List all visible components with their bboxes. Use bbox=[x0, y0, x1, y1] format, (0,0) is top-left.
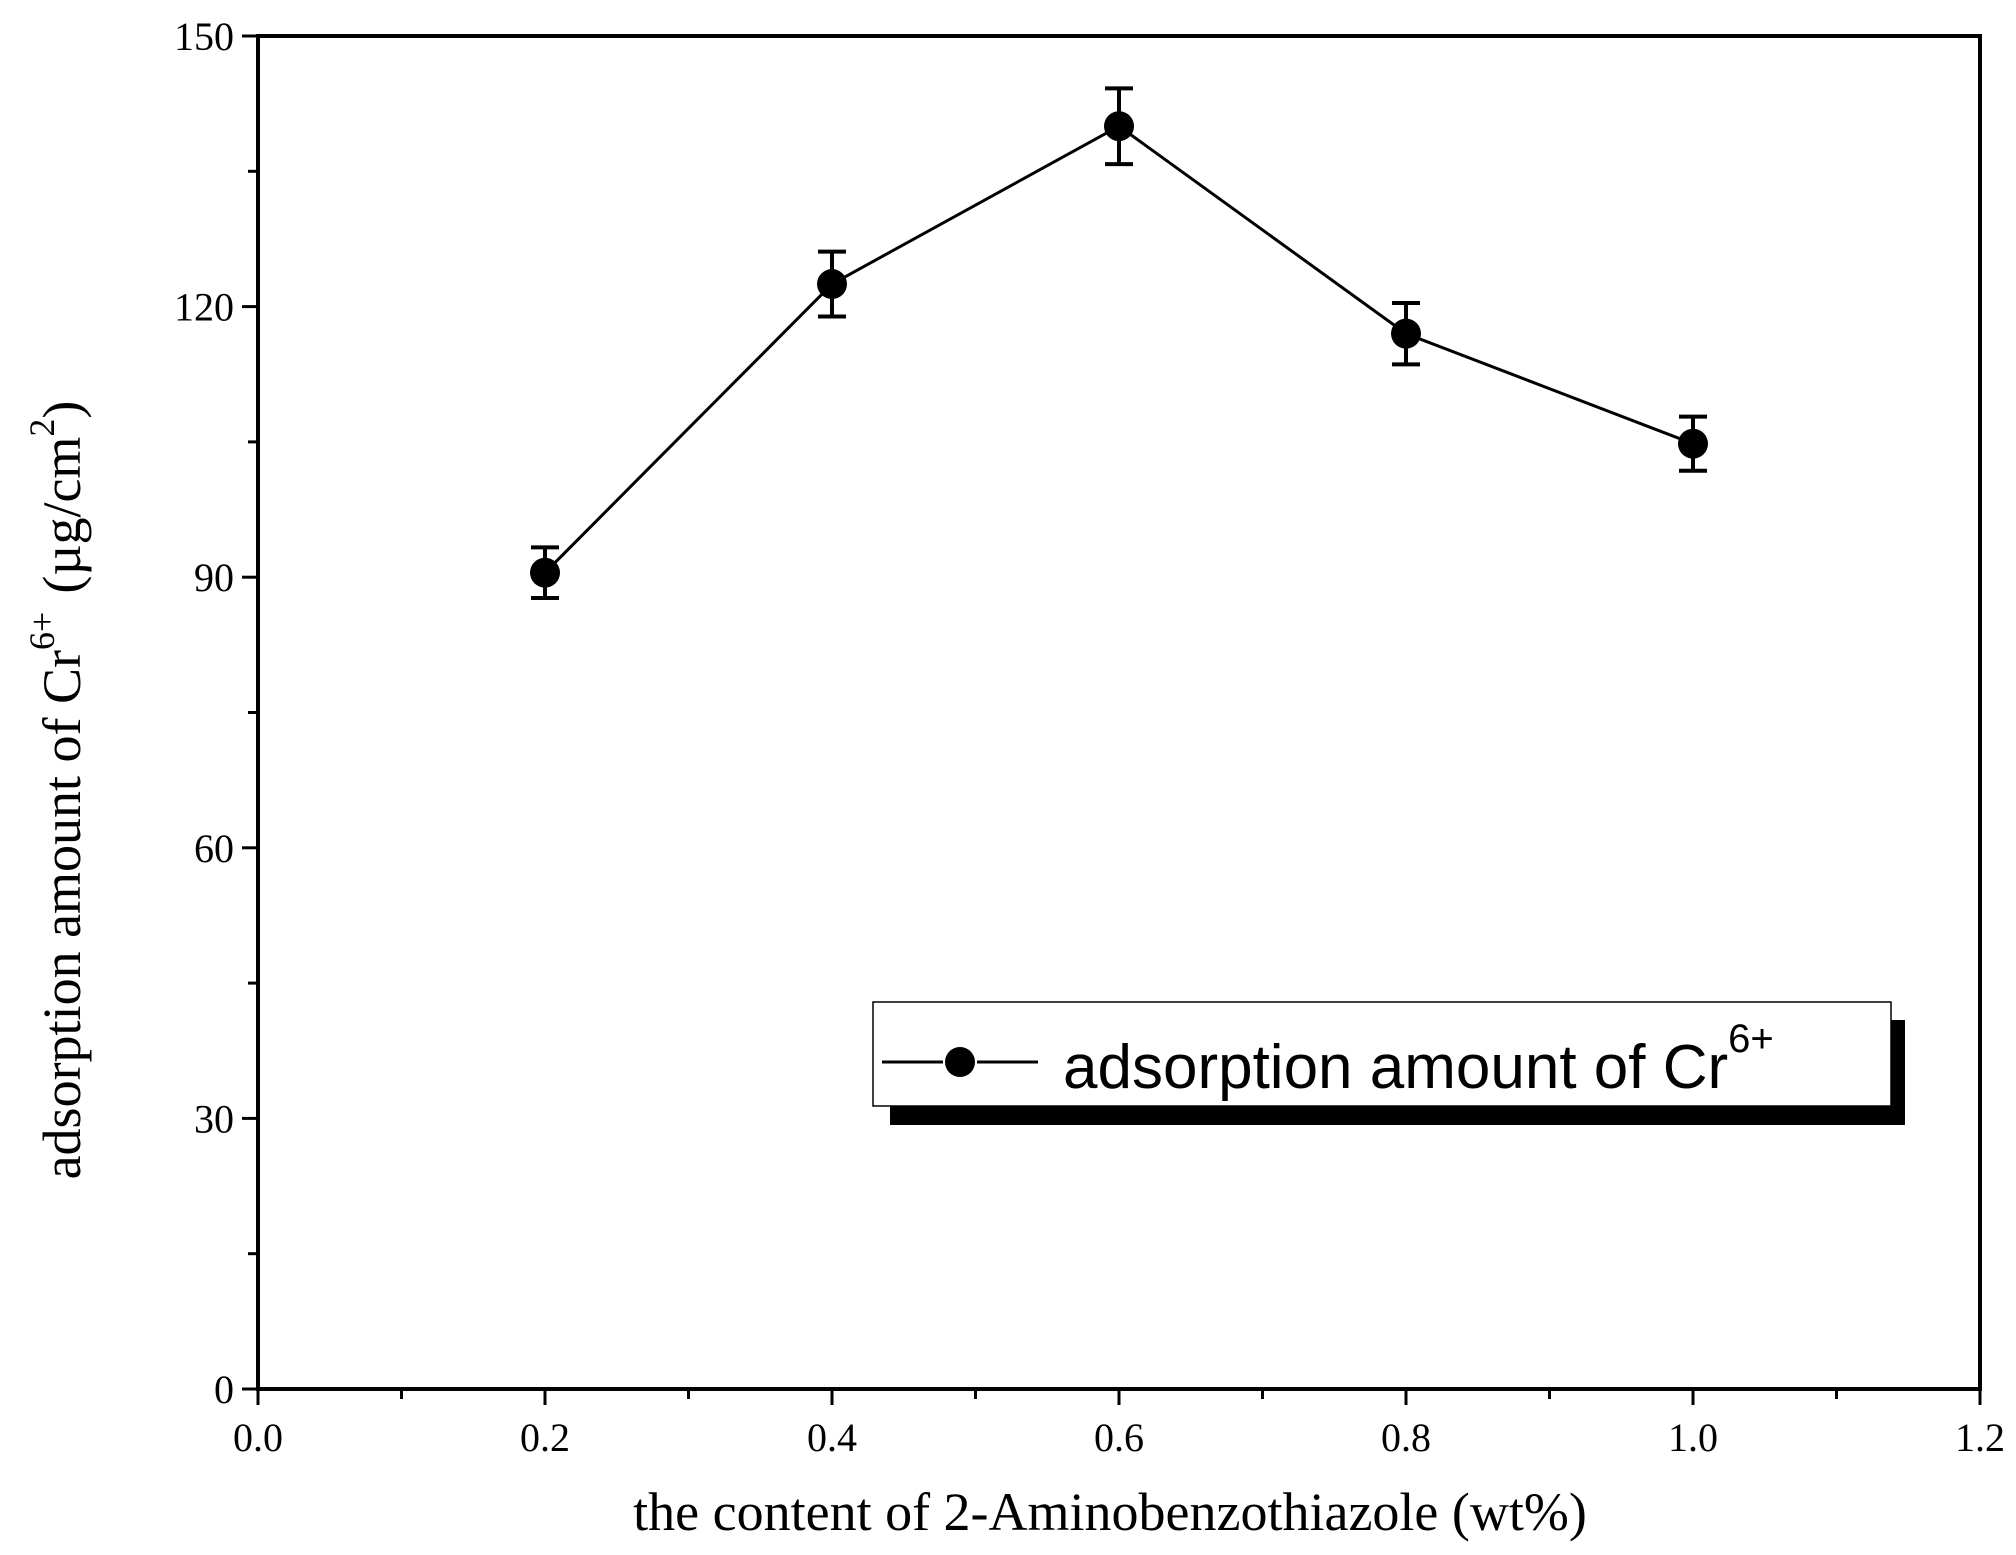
series-line bbox=[543, 124, 1694, 574]
axes: 0.0 0.2 0.4 0.6 0.8 1.0 1.2 0 30 60 90 120 150 bbox=[174, 14, 2005, 1460]
x-tick-label: 1.2 bbox=[1955, 1415, 2005, 1460]
x-tick-label: 0.4 bbox=[807, 1415, 857, 1460]
legend-label: adsorption amount of Cr6+ bbox=[1063, 1017, 1774, 1102]
y-axis-title-unit: (µg/cm bbox=[32, 437, 92, 594]
x-tick-label: 0.8 bbox=[1381, 1415, 1431, 1460]
x-axis-title: the content of 2-Aminobenzothiazole (wt%… bbox=[633, 1482, 1587, 1542]
y-tick-label: 0 bbox=[214, 1367, 234, 1412]
legend-box bbox=[872, 1001, 1892, 1107]
legend: adsorption amount of Cr6+ bbox=[872, 1001, 1905, 1125]
legend-label-sup: 6+ bbox=[1728, 1017, 1774, 1061]
y-tick-label: 90 bbox=[194, 555, 234, 600]
y-axis-title: adsorption amount of Cr6+ (µg/cm2) bbox=[22, 401, 92, 1180]
x-tick-label: 1.0 bbox=[1668, 1415, 1718, 1460]
x-tick-label: 0.0 bbox=[233, 1415, 283, 1460]
plot-area bbox=[530, 86, 1708, 600]
y-axis-title-close: ) bbox=[32, 401, 92, 419]
data-point bbox=[1678, 428, 1708, 459]
y-tick-label: 120 bbox=[174, 285, 234, 330]
y-axis-title-sup: 6+ bbox=[22, 612, 62, 650]
legend-label-main: adsorption amount of Cr bbox=[1063, 1033, 1728, 1102]
x-tick-label: 0.6 bbox=[1094, 1415, 1144, 1460]
data-point bbox=[1391, 318, 1421, 349]
y-tick-label: 150 bbox=[174, 14, 234, 59]
y-axis-title-main: adsorption amount of Cr bbox=[32, 650, 92, 1179]
y-tick-label: 30 bbox=[194, 1096, 234, 1141]
y-tick-label: 60 bbox=[194, 826, 234, 871]
y-axis-title-unit-sup: 2 bbox=[22, 419, 62, 437]
data-point bbox=[530, 557, 560, 588]
data-point bbox=[817, 269, 847, 300]
plot-frame bbox=[256, 34, 1982, 1391]
x-tick-label: 0.2 bbox=[520, 1415, 570, 1460]
legend-marker bbox=[945, 1047, 975, 1077]
data-point bbox=[1104, 111, 1134, 142]
